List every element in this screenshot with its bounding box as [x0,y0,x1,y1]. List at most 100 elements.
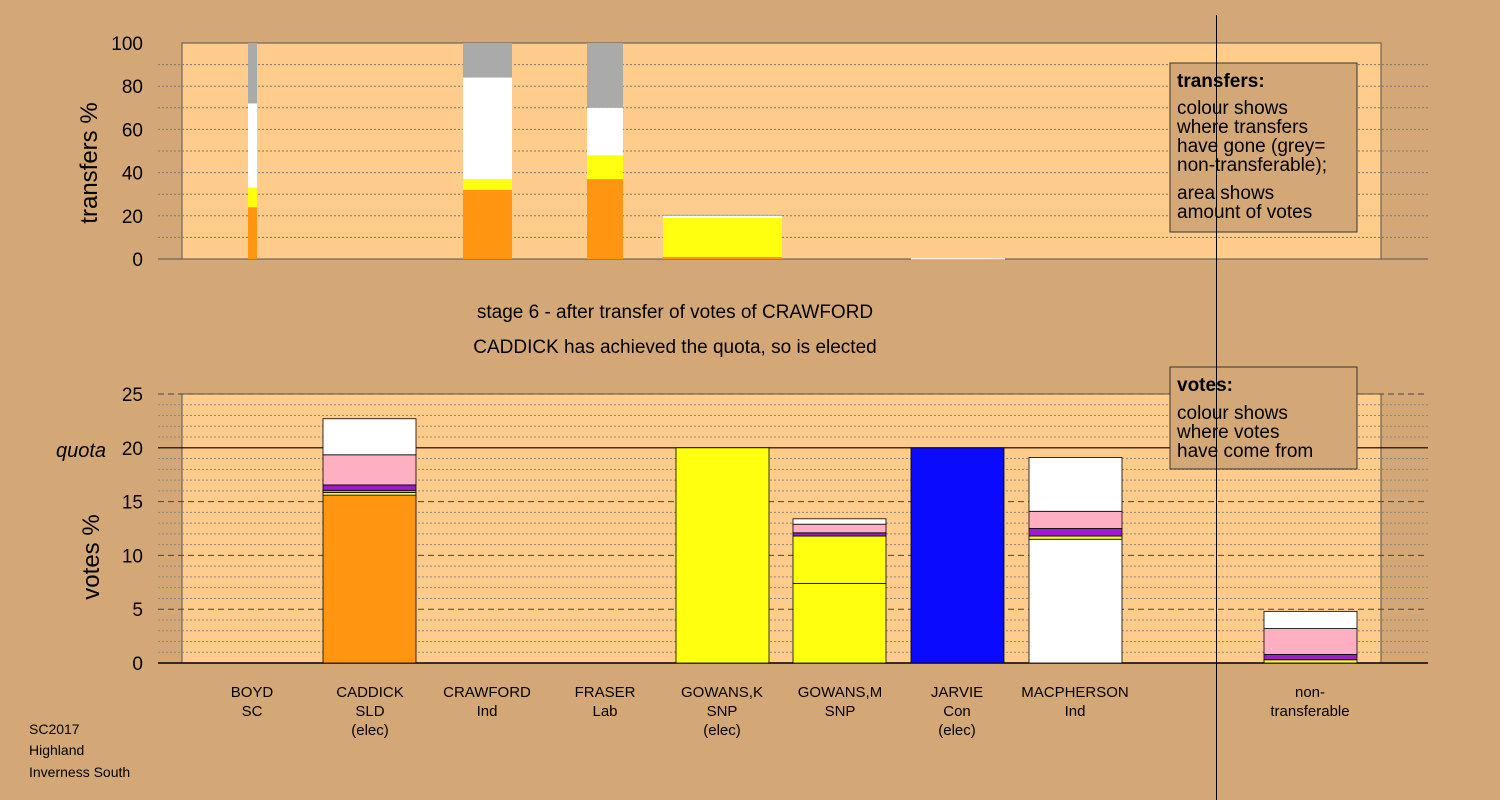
transfer-segment [463,43,512,78]
vote-segment [1263,653,1358,661]
transfer-segment [248,43,257,104]
candidate-elected-note: (elec) [351,722,389,739]
transfer-segment [587,155,623,180]
transfer-segment [663,215,782,218]
candidate-party: Con [943,703,971,720]
votes-y-tick-label: 5 [132,600,143,621]
transfers-y-tick-label: 100 [111,34,143,55]
transfer-segment [463,179,512,190]
candidate-elected-note: (elec) [938,722,976,739]
candidate-name: BOYD [231,684,274,701]
transfer-segment [587,43,623,108]
votes-legend-box [1169,366,1358,470]
votes-y-axis-label: votes % [78,514,105,599]
transfer-segment [663,214,782,216]
transfers-legend-line: amount of votes [1177,202,1312,223]
vote-segment [792,535,887,584]
result-caption: CADDICK has achieved the quota, so is el… [473,337,876,358]
stage-caption: stage 6 - after transfer of votes of CRA… [477,302,873,323]
votes-y-tick-label: 10 [122,546,143,567]
nontransferable-label: transferable [1270,703,1349,720]
candidate-label: BOYD SC [231,684,274,720]
transfer-segment [248,187,257,208]
vote-segment [910,447,1005,664]
candidate-name: CRAWFORD [443,684,531,701]
vote-segment [322,494,417,664]
transfers-y-tick-label: 80 [122,77,143,98]
transfers-legend-line: area shows [1177,183,1274,204]
votes-legend-title: votes: [1177,375,1233,396]
transfer-segment [587,179,623,259]
candidate-party: Lab [592,703,617,720]
vote-segment [322,418,417,456]
candidate-label: GOWANS,M SNP [798,684,882,720]
vote-segment [792,523,887,534]
transfer-segment [463,189,512,259]
vote-segment [322,484,417,491]
vote-segment [322,492,417,496]
vote-segment [1028,535,1123,540]
votes-legend-line: have come from [1177,441,1313,462]
candidate-label: GOWANS,K SNP (elec) [681,684,763,739]
candidate-party: SC [242,703,263,720]
transfers-legend-line: colour shows [1177,98,1288,119]
footer-line: SC2017 [29,721,80,737]
transfer-segment [248,103,257,188]
vote-segment [792,582,887,664]
candidate-name: GOWANS,M [798,684,882,701]
transfers-legend: transfers: colour shows where transfers … [1169,62,1358,233]
votes-legend-line: where votes [1176,422,1279,443]
transfer-segment [463,77,512,180]
candidate-name: CADDICK [336,684,404,701]
votes-y-tick-label: 0 [132,654,143,675]
vote-segment [675,447,770,664]
transfers-y-tick-label: 0 [132,250,143,271]
quota-label: quota [56,440,106,462]
vote-segment [792,532,887,537]
candidate-name: FRASER [575,684,636,701]
transfers-y-tick-label: 40 [122,164,143,185]
candidate-label: CRAWFORD Ind [443,684,531,720]
candidate-name: MACPHERSON [1021,684,1129,701]
vote-segment [1028,538,1123,664]
candidate-label: MACPHERSON Ind [1021,684,1129,720]
votes-y-tick-label: 20 [122,439,143,460]
candidate-party: SLD [355,703,384,720]
candidate-elected-note: (elec) [703,722,741,739]
nontransferable-label: non- [1295,684,1325,701]
transfers-legend-line: have gone (grey= [1177,136,1325,157]
transfers-legend-title: transfers: [1177,71,1265,92]
transfers-y-tick-label: 20 [122,207,143,228]
footer: SC2017 Highland Inverness South [29,721,130,780]
votes-y-tick-label: 15 [122,493,143,514]
transfer-segment [663,217,782,257]
vote-segment [1263,610,1358,629]
candidate-label: FRASER Lab [575,684,636,720]
transfers-legend-line: where transfers [1176,117,1308,138]
votes-y-tick-label: 25 [122,385,143,406]
candidate-party: Ind [1065,703,1086,720]
vote-segment [322,454,417,486]
transfer-segment [248,207,257,259]
transfers-legend-line: non-transferable); [1177,155,1327,176]
vote-segment [1028,457,1123,512]
candidate-label: CADDICK SLD (elec) [336,684,404,739]
candidate-name: JARVIE [931,684,983,701]
transfer-segment [663,256,782,259]
candidate-party: Ind [477,703,498,720]
transfers-legend-box [1169,62,1358,233]
vote-segment [1263,659,1358,664]
footer-line: Inverness South [29,764,130,780]
vote-segment [1028,528,1123,537]
transfers-y-tick-label: 60 [122,120,143,141]
votes-plot: 0 5 10 15 20 25 BOYD SC CADDICK SLD (elec) CRAWFORD… [122,385,1428,739]
candidate-party: SNP [825,703,856,720]
vote-segment [1028,510,1123,529]
candidate-name: GOWANS,K [681,684,763,701]
vote-segment [1263,628,1358,655]
transfer-segment [911,258,1005,260]
votes-legend: votes: colour shows where votes have com… [1169,366,1358,470]
vote-segment [792,518,887,525]
transfers-y-axis-label: transfers % [76,102,103,223]
